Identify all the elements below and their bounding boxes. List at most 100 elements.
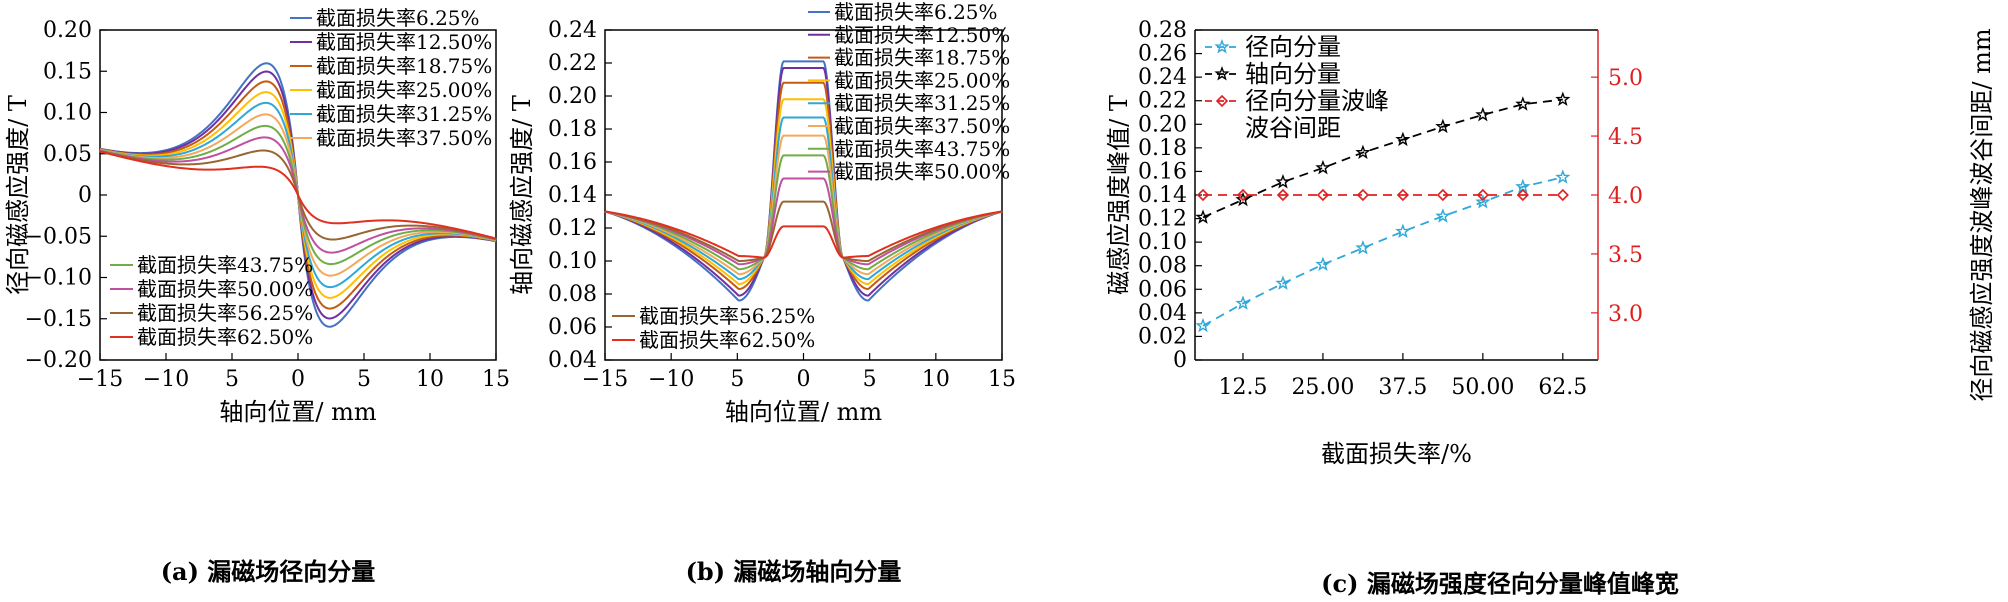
legend-label-b: 截面损失率31.25% [834, 91, 1010, 115]
x-tick-label-b: −10 [648, 367, 694, 392]
y-tick-label-c: 0.06 [1138, 277, 1187, 302]
series-line-c-1 [1202, 176, 1564, 327]
y-axis-label-c: 磁感应强度峰值/ T [1105, 95, 1133, 295]
x-tick-label-b: 5 [730, 367, 744, 392]
series-point-c-2 [1195, 209, 1211, 224]
x-axis-label-b: 轴向位置/ mm [725, 398, 882, 426]
caption-b: (b) 漏磁场轴向分量 [686, 557, 902, 586]
series-point-c-2 [1275, 174, 1291, 189]
series-line-b-4 [604, 98, 1003, 286]
y-tick-label-a: −0.10 [25, 266, 92, 291]
x-tick-label-c: 25.00 [1291, 375, 1354, 400]
x-tick-label-a: 10 [416, 367, 444, 392]
y-tick-label-a: −0.05 [25, 224, 92, 249]
series-point-c-3 [1316, 188, 1330, 202]
y-tick-label-c: 0.18 [1138, 136, 1187, 161]
x-tick-label-c: 12.5 [1218, 375, 1267, 400]
series-line-b-6 [604, 134, 1003, 276]
y-tick-label-c: 0.20 [1138, 112, 1187, 137]
x-tick-label-b: −15 [582, 367, 628, 392]
y-tick-label-c: 0.12 [1138, 207, 1187, 232]
series-point-c-1 [1395, 223, 1411, 239]
x-tick-label-c: 37.5 [1378, 375, 1427, 400]
legend-label-c: 径向分量波峰 [1245, 87, 1389, 115]
series-line-c-2 [1202, 98, 1563, 219]
legend-label-b: 截面损失率50.00% [834, 160, 1010, 184]
legend-label-a: 截面损失率18.75% [316, 54, 492, 78]
y-right-tick-label-c: 3.0 [1608, 302, 1643, 327]
y-right-tick-label-c: 5.0 [1608, 66, 1643, 91]
y-tick-label-c: 0.26 [1138, 42, 1187, 67]
y-tick-label-a: −0.15 [25, 307, 92, 332]
legend-label-b: 截面损失率43.75% [834, 137, 1010, 161]
series-point-c-3 [1356, 188, 1370, 202]
y-tick-label-c: 0.22 [1138, 89, 1187, 114]
series-point-c-3 [1236, 188, 1250, 202]
y-tick-label-c: 0.10 [1138, 230, 1187, 255]
legend-label-a: 截面损失率37.50% [316, 126, 492, 150]
series-point-c-1 [1555, 169, 1571, 184]
y-tick-label-b: 0.12 [548, 216, 597, 241]
x-tick-label-b: 15 [988, 367, 1016, 392]
series-point-c-3 [1436, 188, 1450, 202]
caption-c: (c) 漏磁场强度径向分量峰值峰宽 [1321, 569, 1679, 598]
legend-label-c: 轴向分量 [1245, 60, 1341, 88]
series-point-c-1 [1195, 317, 1211, 333]
series-line-b-1 [604, 60, 1003, 302]
y-axis-label-b: 轴向磁感应强度/ T [508, 95, 536, 295]
x-tick-label-a: 15 [482, 367, 510, 392]
legend-label-b: 截面损失率56.25% [639, 304, 815, 328]
panel-b: 0.24 0.22 0.20 0.18 0.16 0.14 0.12 0.10 0.08 0.06… [508, 0, 1016, 586]
y-tick-label-a: 0.20 [43, 18, 92, 43]
legend-label-a: 截面损失率50.00% [137, 277, 313, 301]
y-tick-label-a: 0.10 [43, 101, 92, 126]
legend-label-b: 截面损失率6.25% [834, 0, 998, 24]
y-right-tick-label-c: 4.0 [1608, 184, 1643, 209]
series-point-c-3 [1396, 188, 1410, 202]
series-point-c-2 [1475, 106, 1491, 122]
y-tick-label-a: 0 [78, 183, 92, 208]
series-point-c-1 [1435, 208, 1451, 223]
y-tick-label-c: 0.16 [1138, 159, 1187, 184]
y-tick-label-c: 0 [1173, 348, 1187, 373]
series-point-c-3 [1516, 188, 1529, 202]
y-tick-label-a: 0.15 [43, 59, 92, 84]
y-tick-label-c: 0.24 [1138, 65, 1187, 90]
legend-label-a: 截面损失率31.25% [316, 102, 492, 126]
legend-marker-c [1215, 94, 1229, 108]
y-tick-label-b: 0.18 [548, 117, 597, 142]
y-tick-label-c: 0.28 [1138, 18, 1187, 43]
series-point-c-2 [1355, 144, 1371, 160]
legend-label-a: 截面损失率12.50% [316, 30, 492, 54]
x-tick-label-a: −10 [143, 367, 189, 392]
series-point-c-2 [1235, 191, 1251, 207]
y-axis-label-a: 径向磁感应强度/ T [4, 95, 32, 295]
series-point-c-2 [1515, 96, 1531, 111]
series-line-b-3 [604, 81, 1003, 291]
series-point-c-3 [1476, 188, 1489, 202]
series-point-c-2 [1435, 118, 1451, 134]
y-tick-label-b: 0.06 [548, 315, 597, 340]
y-tick-label-c: 0.08 [1138, 254, 1187, 279]
series-line-b-7 [604, 154, 1003, 271]
y-tick-label-b: 0.04 [548, 348, 597, 373]
series-point-c-1 [1475, 194, 1491, 209]
y-tick-label-b: 0.14 [548, 183, 597, 208]
legend-marker-c [1214, 66, 1230, 81]
legend-label-a: 截面损失率43.75% [137, 253, 313, 277]
series-point-c-1 [1315, 256, 1331, 272]
panel-a: 0.20 0.15 0.10 0.05 0 −0.05 −0.10 −0.15 −0.20−15… [4, 6, 510, 586]
series-line-b-8 [604, 177, 1003, 266]
y-tick-label-a: −0.20 [25, 348, 92, 373]
series-line-b-10 [604, 210, 1003, 259]
x-axis-label-c: 截面损失率/% [1321, 440, 1472, 468]
legend-label-c: 径向分量 [1245, 33, 1341, 61]
series-point-c-1 [1355, 240, 1371, 255]
x-tick-label-a: −15 [77, 367, 123, 392]
legend-label-a: 截面损失率6.25% [316, 6, 480, 30]
x-tick-label-a: 0 [291, 367, 305, 392]
x-tick-label-a: 5 [225, 367, 239, 392]
series-point-c-1 [1275, 275, 1291, 290]
legend-label-c: 波谷间距 [1245, 114, 1341, 142]
legend-label-b: 截面损失率62.50% [639, 328, 815, 352]
